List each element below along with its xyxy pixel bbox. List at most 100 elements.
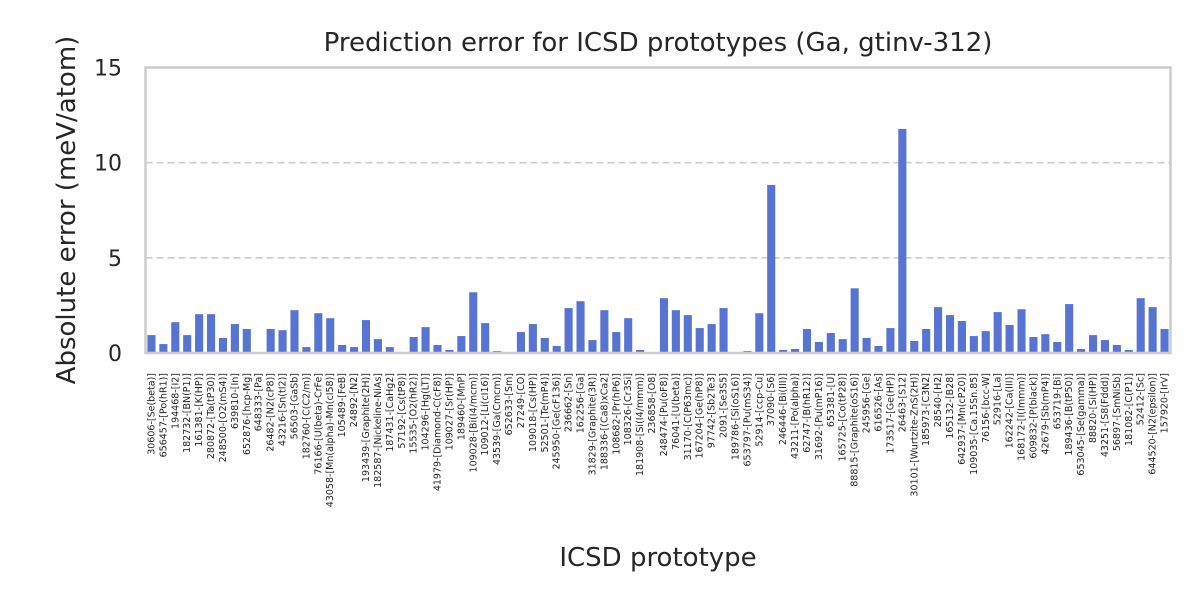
bar (993, 312, 1002, 353)
bar (183, 335, 192, 353)
x-tick-label: 76041-[U(beta)] (671, 373, 682, 450)
y-tick-label: 10 (94, 152, 122, 177)
x-tick-label: 162256-[Ga] (576, 373, 587, 433)
x-tick-label: 52501-[Te(mP4)] (540, 373, 551, 453)
x-tick-label: 181908-[Si(I4/mmm)] (635, 373, 646, 476)
bar (147, 335, 156, 353)
bar (802, 329, 812, 353)
bar (934, 307, 943, 353)
bar (767, 184, 776, 353)
x-tick-label: 43058-[Mn(alpha)-Mn(cI58)] (325, 373, 336, 507)
x-tick-label: 76166-[U(beta)-CrFe] (313, 373, 324, 475)
x-tick-label: 52412-[Sc] (1136, 373, 1147, 425)
bar (755, 313, 764, 353)
x-tick-label: 43216-[Sn(tI2)] (278, 373, 289, 446)
bar (791, 349, 800, 353)
bar (814, 341, 823, 353)
x-tick-label: 43211-[Po(alpha)] (790, 373, 801, 459)
bar (373, 339, 382, 353)
bar (195, 314, 204, 353)
x-tick-label: 245956-[Ge] (862, 373, 873, 433)
x-tick-label: 26482-[N2(cP8)] (266, 373, 277, 452)
x-tick-label: 173517-[Ge(HP)] (885, 373, 896, 454)
bar (1112, 345, 1121, 353)
x-tick-label: 108682-[Pr(hP6)] (611, 373, 622, 455)
bar (338, 345, 347, 353)
bar (1017, 309, 1026, 353)
bar (278, 330, 287, 353)
x-tick-label: 109018-[Cs(HP)] (528, 373, 539, 452)
x-tick-label: 97742-[Sb2Te3] (707, 373, 718, 448)
x-tick-label: 57192-[Cs(tP8)] (397, 373, 408, 449)
bar (1005, 325, 1014, 353)
x-tick-label: 181082-[C(P1)] (1124, 373, 1135, 446)
x-tick-label: 248500-[O2(mS4)] (218, 373, 229, 462)
bar (290, 310, 299, 353)
x-tick-label: 42679-[Sb(mP4)] (1040, 373, 1051, 455)
bar (910, 341, 919, 353)
bar (481, 323, 490, 353)
x-tick-label: 88815-[Graphite(oS16)] (850, 373, 861, 487)
bar (957, 321, 966, 353)
bar (433, 345, 442, 353)
bar (576, 301, 585, 353)
bar (302, 347, 311, 353)
x-tick-label: 182732-[BN(P1)] (182, 373, 193, 453)
bar (588, 340, 597, 353)
bar (826, 333, 835, 353)
x-tick-label: 76156-[bcc-W] (981, 373, 992, 443)
x-tick-label: 653045-[Se(gamma)] (1076, 373, 1087, 476)
chart-title: Prediction error for ICSD prototypes (Ga… (324, 28, 993, 58)
plot-frame (144, 66, 1172, 355)
bar (564, 308, 573, 353)
bar (552, 345, 561, 353)
x-tick-label: 56503-[GaSb] (289, 373, 300, 439)
x-tick-label: 182760-[C(C2/m)] (301, 373, 312, 459)
bar (516, 332, 525, 353)
bar (624, 318, 633, 353)
bar (314, 313, 323, 353)
bar (695, 328, 704, 353)
gridlines (145, 161, 1171, 259)
bar (922, 329, 931, 353)
x-tick-label: 648333-[Pa] (254, 373, 265, 431)
x-tick-label: 30606-[Se(beta)] (146, 373, 157, 455)
bar (945, 315, 955, 353)
bar (207, 314, 216, 353)
bar (886, 328, 895, 353)
x-tick-label: 653797-[Pu(mS34)] (742, 373, 753, 466)
x-tick-label: 109028-[Bi(I4/mcm)] (468, 373, 479, 472)
bar (1065, 304, 1074, 353)
x-tick-label: 2091-[Se3S5] (719, 373, 730, 438)
bar (1029, 337, 1038, 353)
x-tick-label: 88820-[Si(HP)] (1088, 373, 1099, 443)
x-tick-label: 24892-[N2] (349, 373, 360, 427)
x-tick-label: 157920-[IrV] (1160, 373, 1171, 433)
bar (636, 349, 645, 353)
x-tick-label: 652633-[Sm] (504, 373, 515, 435)
x-tick-label: 653381-[U] (826, 373, 837, 427)
x-tick-label: 62747-[B(hR12)] (802, 373, 813, 453)
x-tick-label: 37090-[S6] (766, 373, 777, 426)
x-tick-label: 165725-[Co(tP28)] (838, 373, 849, 462)
x-tick-label: 31170-[C(P63mc)] (683, 373, 694, 460)
x-tick-labels: 30606-[Se(beta)] 656457-[Po(hR1)] 194468-[… (146, 373, 1170, 507)
x-tick-label: 652876-[hcp-Mg] (242, 373, 253, 455)
bar (612, 332, 621, 353)
x-tick-label: 189786-[Si(oS16)] (730, 373, 741, 460)
x-tick-label: 31829-[Graphite(3R)] (587, 373, 598, 475)
bar (981, 331, 990, 353)
x-tick-label: 27249-[CO] (516, 373, 527, 428)
bar (218, 337, 228, 353)
x-tick-label: 108326-[Cr3Si] (623, 373, 634, 445)
bar (898, 128, 907, 353)
bar (230, 324, 239, 353)
x-tick-label: 52914-[ccp-Cu] (754, 373, 765, 447)
bar (1041, 334, 1050, 353)
bar (1124, 349, 1133, 353)
x-tick-label: 185973-[C3N2] (921, 373, 932, 446)
x-tick-label: 109012-[Li(cI16)] (480, 373, 491, 456)
bar (1088, 335, 1098, 353)
x-tick-label: 104296-[Hg(LT)] (421, 373, 432, 450)
